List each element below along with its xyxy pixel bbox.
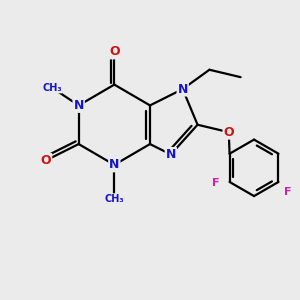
Text: N: N — [74, 99, 84, 112]
Text: CH₃: CH₃ — [42, 82, 62, 93]
Text: O: O — [224, 126, 234, 139]
Text: N: N — [109, 158, 119, 171]
Text: CH₃: CH₃ — [104, 194, 124, 204]
Text: N: N — [178, 82, 188, 96]
Text: N: N — [166, 148, 176, 161]
Text: O: O — [41, 154, 51, 167]
Text: O: O — [109, 45, 120, 58]
Text: F: F — [212, 178, 220, 188]
Text: F: F — [284, 188, 291, 197]
